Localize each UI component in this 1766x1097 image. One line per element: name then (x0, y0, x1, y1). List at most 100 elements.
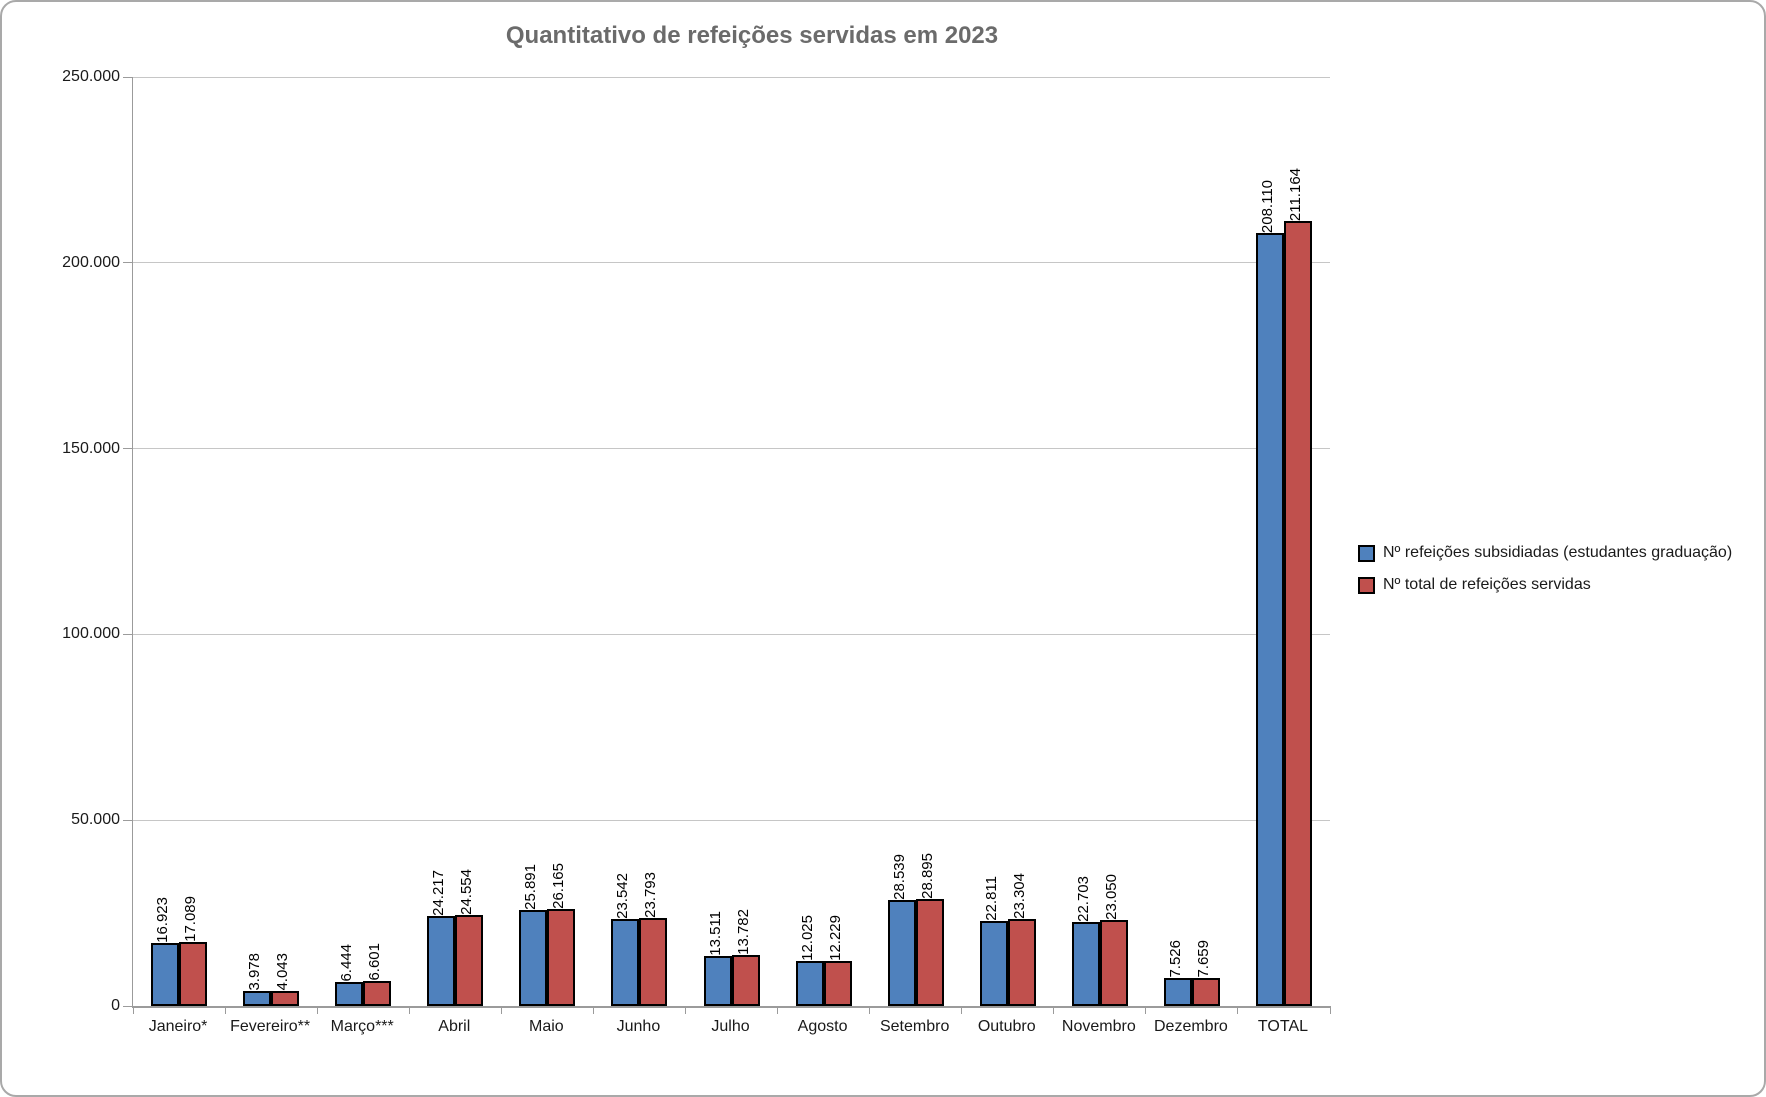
y-axis-tick-label: 50.000 (71, 811, 120, 829)
bar-pair: 3.978 4.043 (243, 953, 300, 1006)
legend-swatch-blue-icon (1358, 544, 1375, 562)
bar-value-label: 16.923 (154, 897, 172, 943)
bar-column: 7.526 (1163, 940, 1192, 1006)
bar-column: 208.110 (1255, 179, 1284, 1006)
bar-value-label: 24.217 (430, 870, 448, 916)
bar-value-label: 28.539 (890, 854, 908, 900)
y-axis-tick (123, 819, 133, 821)
bar-value-label: 23.793 (642, 872, 660, 918)
bar-column: 28.895 (915, 853, 944, 1006)
bar (731, 955, 760, 1006)
bar-column: 17.089 (179, 896, 208, 1006)
bar-value-label: 13.511 (706, 911, 724, 956)
category-label: Junho (616, 1018, 661, 1035)
x-axis-tick (1145, 1006, 1147, 1014)
bar-column: 23.304 (1007, 873, 1036, 1006)
bar (363, 981, 392, 1006)
bar (795, 961, 824, 1006)
bar-column: 6.601 (363, 943, 392, 1006)
bar-column: 13.511 (703, 911, 732, 1006)
x-axis-tick (1237, 1006, 1239, 1014)
bar-value-label: 23.050 (1102, 874, 1120, 920)
x-axis-tick (961, 1006, 963, 1014)
category-group: 22.703 23.050 (1054, 77, 1146, 1006)
bar-column: 4.043 (271, 953, 300, 1006)
bar (915, 899, 944, 1006)
bar (519, 910, 548, 1006)
gridline (133, 262, 1330, 264)
bar-value-label: 17.089 (182, 896, 200, 942)
y-axis-tick-label: 200.000 (62, 253, 120, 271)
bar (1191, 978, 1220, 1006)
category-groups: 16.923 17.089 3.978 4.043 6.444 6.601 24.217 24… (133, 77, 1330, 1006)
bar-column: 23.542 (611, 873, 640, 1006)
bar-pair: 13.511 13.782 (703, 909, 760, 1006)
bar-pair: 23.542 23.793 (611, 872, 668, 1006)
x-axis-tick (1053, 1006, 1055, 1014)
y-axis-tick (123, 448, 133, 450)
x-axis-tick (316, 1006, 318, 1014)
bar-value-label: 25.891 (522, 864, 540, 910)
bar-column: 25.891 (519, 864, 548, 1006)
category-label: Abril (438, 1018, 471, 1035)
bar-column: 22.811 (979, 876, 1008, 1006)
x-axis-tick (777, 1006, 779, 1014)
category-group: 16.923 17.089 (133, 77, 225, 1006)
x-axis-tick (592, 1006, 594, 1014)
bar-column: 22.703 (1071, 876, 1100, 1006)
y-axis-tick-label: 100.000 (62, 625, 120, 643)
bar (179, 942, 208, 1006)
y-axis-tick-label: 150.000 (62, 439, 120, 457)
bar-column: 7.659 (1191, 940, 1220, 1006)
y-axis-tick (123, 1005, 133, 1007)
bar-value-label: 7.659 (1194, 940, 1212, 978)
bar-value-label: 6.444 (338, 944, 356, 982)
bar-pair: 22.811 23.304 (979, 873, 1036, 1006)
category-group: 208.110 211.164 (1238, 77, 1330, 1006)
bar-pair: 208.110 211.164 (1255, 167, 1312, 1006)
x-axis-tick (408, 1006, 410, 1014)
bar-value-label: 211.164 (1286, 167, 1304, 221)
bar-value-label: 12.025 (798, 915, 816, 961)
bar-column: 24.217 (427, 870, 456, 1006)
category-label: Fevereiro** (230, 1018, 311, 1035)
bar-value-label: 4.043 (274, 953, 292, 991)
bar-pair: 25.891 26.165 (519, 863, 576, 1006)
bar-column: 211.164 (1283, 167, 1312, 1006)
gridline (133, 633, 1330, 635)
bar (823, 961, 852, 1006)
x-axis-tick (500, 1006, 502, 1014)
bar (547, 909, 576, 1006)
bar-column: 24.554 (455, 869, 484, 1006)
category-group: 25.891 26.165 (501, 77, 593, 1006)
category-label: Outubro (977, 1018, 1036, 1035)
bar-value-label: 7.526 (1166, 940, 1184, 978)
x-axis-tick (224, 1006, 226, 1014)
bar-column: 28.539 (887, 854, 916, 1006)
category-label: Novembro (1061, 1018, 1136, 1035)
bar (1071, 922, 1100, 1006)
bar-value-label: 6.601 (366, 943, 384, 981)
bar (1163, 978, 1192, 1006)
x-axis-labels: Janeiro* Fevereiro** Março*** Abril Maio Junh… (132, 1018, 1329, 1036)
bar-value-label: 208.110 (1258, 179, 1276, 233)
category-group: 7.526 7.659 (1146, 77, 1238, 1006)
bar-value-label: 13.782 (734, 909, 752, 955)
bar-pair: 22.703 23.050 (1071, 874, 1128, 1006)
bar-column: 23.050 (1099, 874, 1128, 1006)
bar (151, 943, 180, 1006)
category-label: Julho (711, 1018, 750, 1035)
bar-value-label: 24.554 (458, 869, 476, 915)
bar-column: 6.444 (335, 944, 364, 1006)
bar-pair: 16.923 17.089 (151, 896, 208, 1006)
bar-value-label: 26.165 (550, 863, 568, 909)
gridline (133, 819, 1330, 821)
bar-value-label: 12.229 (826, 915, 844, 961)
category-label: Dezembro (1153, 1018, 1228, 1035)
bar (1255, 233, 1284, 1006)
gridline (133, 76, 1330, 78)
category-group: 23.542 23.793 (593, 77, 685, 1006)
bar (1099, 920, 1128, 1006)
y-axis-tick (123, 76, 133, 78)
bar-pair: 7.526 7.659 (1163, 940, 1220, 1006)
